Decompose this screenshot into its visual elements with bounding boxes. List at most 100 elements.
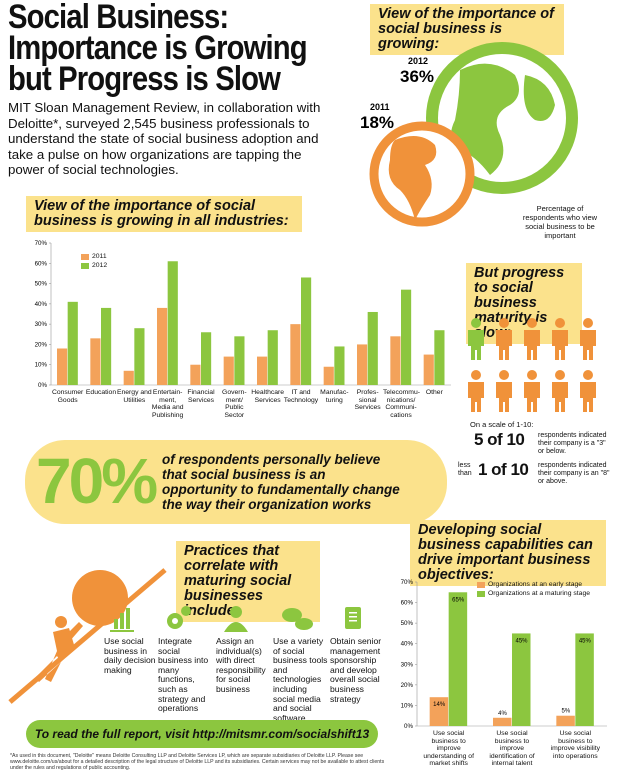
cta[interactable]: To read the full report, visit http://mi…: [26, 720, 378, 748]
bar: [357, 344, 368, 385]
person-body: [524, 382, 540, 412]
belief-box: [25, 440, 447, 524]
person-icon: [468, 370, 484, 412]
bar: [390, 336, 401, 385]
person-icon: [524, 370, 540, 412]
person-icon: [552, 370, 568, 412]
bar: [234, 336, 245, 385]
title: Social Business: Importance is Growing b…: [8, 0, 308, 98]
person-body: [496, 330, 512, 360]
globe-land: [451, 63, 519, 175]
bar: [123, 370, 134, 385]
person-head: [471, 318, 481, 328]
value-label: 45%: [579, 638, 592, 644]
person-head: [583, 370, 593, 380]
x-tick-label: Energy and Utilities: [116, 389, 152, 404]
bar: [434, 330, 445, 385]
pct-label: 18%: [360, 113, 394, 132]
bar: [367, 311, 378, 385]
y-tick-label: 70%: [401, 579, 414, 586]
legend-label: Organizations at an early stage: [488, 581, 583, 588]
y-tick-label: 0%: [404, 723, 413, 730]
x-tick-label: Profes-sional Services: [354, 389, 381, 412]
practice: Assign an individual(s) with direct resp…: [216, 636, 266, 694]
practices-heading: Practices that correlate with maturing s…: [176, 541, 320, 622]
practice: Integrate social business into many func…: [158, 636, 209, 714]
person-head: [471, 370, 481, 380]
year-label: 2012: [408, 56, 428, 66]
globe-heading: View of the importance of social busines…: [370, 4, 564, 55]
person-body: [524, 330, 540, 360]
stat-text: respondents indicated their company is a…: [538, 432, 607, 455]
value-label: 45%: [515, 638, 528, 644]
title-line: but Progress is Slow: [8, 60, 281, 98]
practice: Obtain senior management sponsorship and…: [330, 636, 382, 704]
sisyphus: [8, 568, 167, 704]
person-icon: [496, 370, 512, 412]
bar: [290, 324, 301, 385]
person-body: [496, 382, 512, 412]
bar: [257, 356, 268, 385]
industry-heading: View of the importance of social busines…: [26, 196, 302, 232]
x-tick-label: Financial Services: [187, 389, 215, 404]
person-head: [527, 318, 537, 328]
bar: [556, 715, 575, 726]
globe-note: Percentage of respondents who view socia…: [522, 204, 598, 240]
y-tick-label: 10%: [401, 702, 414, 709]
globe-land: [388, 136, 437, 220]
stat-text: respondents indicated their company is a…: [538, 462, 610, 485]
person-head: [555, 318, 565, 328]
stat: 5 of 10: [474, 430, 525, 449]
practice-icons: [110, 606, 361, 632]
plot: 0% 10% 20% 30% 40% 50% 60% 70% 14% 65% 4% 45% 5% 45%: [401, 579, 607, 730]
bar: [67, 301, 78, 385]
person-icon: [580, 318, 596, 360]
y-tick-label: 20%: [35, 341, 48, 348]
x-tick-label: IT and Technology: [283, 389, 319, 404]
y-tick-label: 10%: [35, 362, 48, 369]
y-tick-label: 20%: [401, 682, 414, 689]
practice: Use a variety of social business tools a…: [273, 636, 328, 723]
bar: [448, 592, 468, 726]
person-head: [499, 370, 509, 380]
y-tick-label: 70%: [35, 240, 48, 247]
y-tick-label: 0%: [38, 382, 47, 389]
footnote: *As used in this document, "Deloitte" me…: [10, 753, 385, 772]
bar: [57, 348, 68, 385]
people-icons: [468, 318, 596, 412]
belief-text: of respondents personally believe that s…: [162, 452, 400, 512]
y-tick-label: 60%: [401, 600, 414, 607]
bar: [429, 697, 449, 726]
bar: [167, 261, 178, 385]
person-body: [580, 330, 596, 360]
year-label: 2011: [370, 102, 390, 112]
icon: [345, 607, 361, 629]
title-line: Importance is Growing: [8, 29, 308, 67]
bar: [334, 346, 345, 385]
x-tick-label: Use social business to improve visibilit…: [550, 730, 601, 760]
pct-label: 36%: [400, 67, 434, 86]
icon: [110, 608, 134, 632]
objectives-heading: Developing social business capabilities …: [410, 520, 606, 586]
industry-chart: 0% 10% 20% 30% 40% 50% 60% 70% Consumer Goods Edu…: [25, 236, 455, 424]
slope: [8, 568, 167, 704]
stat: 1 of 10: [478, 460, 529, 479]
figure-head: [55, 616, 67, 628]
title-line: Social Business:: [8, 0, 229, 36]
person-icon: [496, 318, 512, 360]
person-head: [583, 318, 593, 328]
x-tick-label: Healthcare Services: [251, 389, 285, 404]
bar: [512, 633, 531, 726]
legend-label: 2012: [92, 262, 108, 269]
y-tick-label: 30%: [401, 661, 414, 668]
value-label: 65%: [452, 597, 465, 603]
y-tick-label: 50%: [35, 281, 48, 288]
y-tick-label: 40%: [401, 641, 414, 648]
x-tick-label: Manufac-turing: [320, 389, 349, 404]
boulder: [72, 570, 128, 626]
x-tick-label: Telecommu-nications/ Communi-cations: [383, 389, 421, 419]
bar: [575, 633, 594, 726]
icon: [224, 606, 248, 632]
x-tick-label: Entertain-ment, Media and Publishing: [151, 389, 184, 419]
